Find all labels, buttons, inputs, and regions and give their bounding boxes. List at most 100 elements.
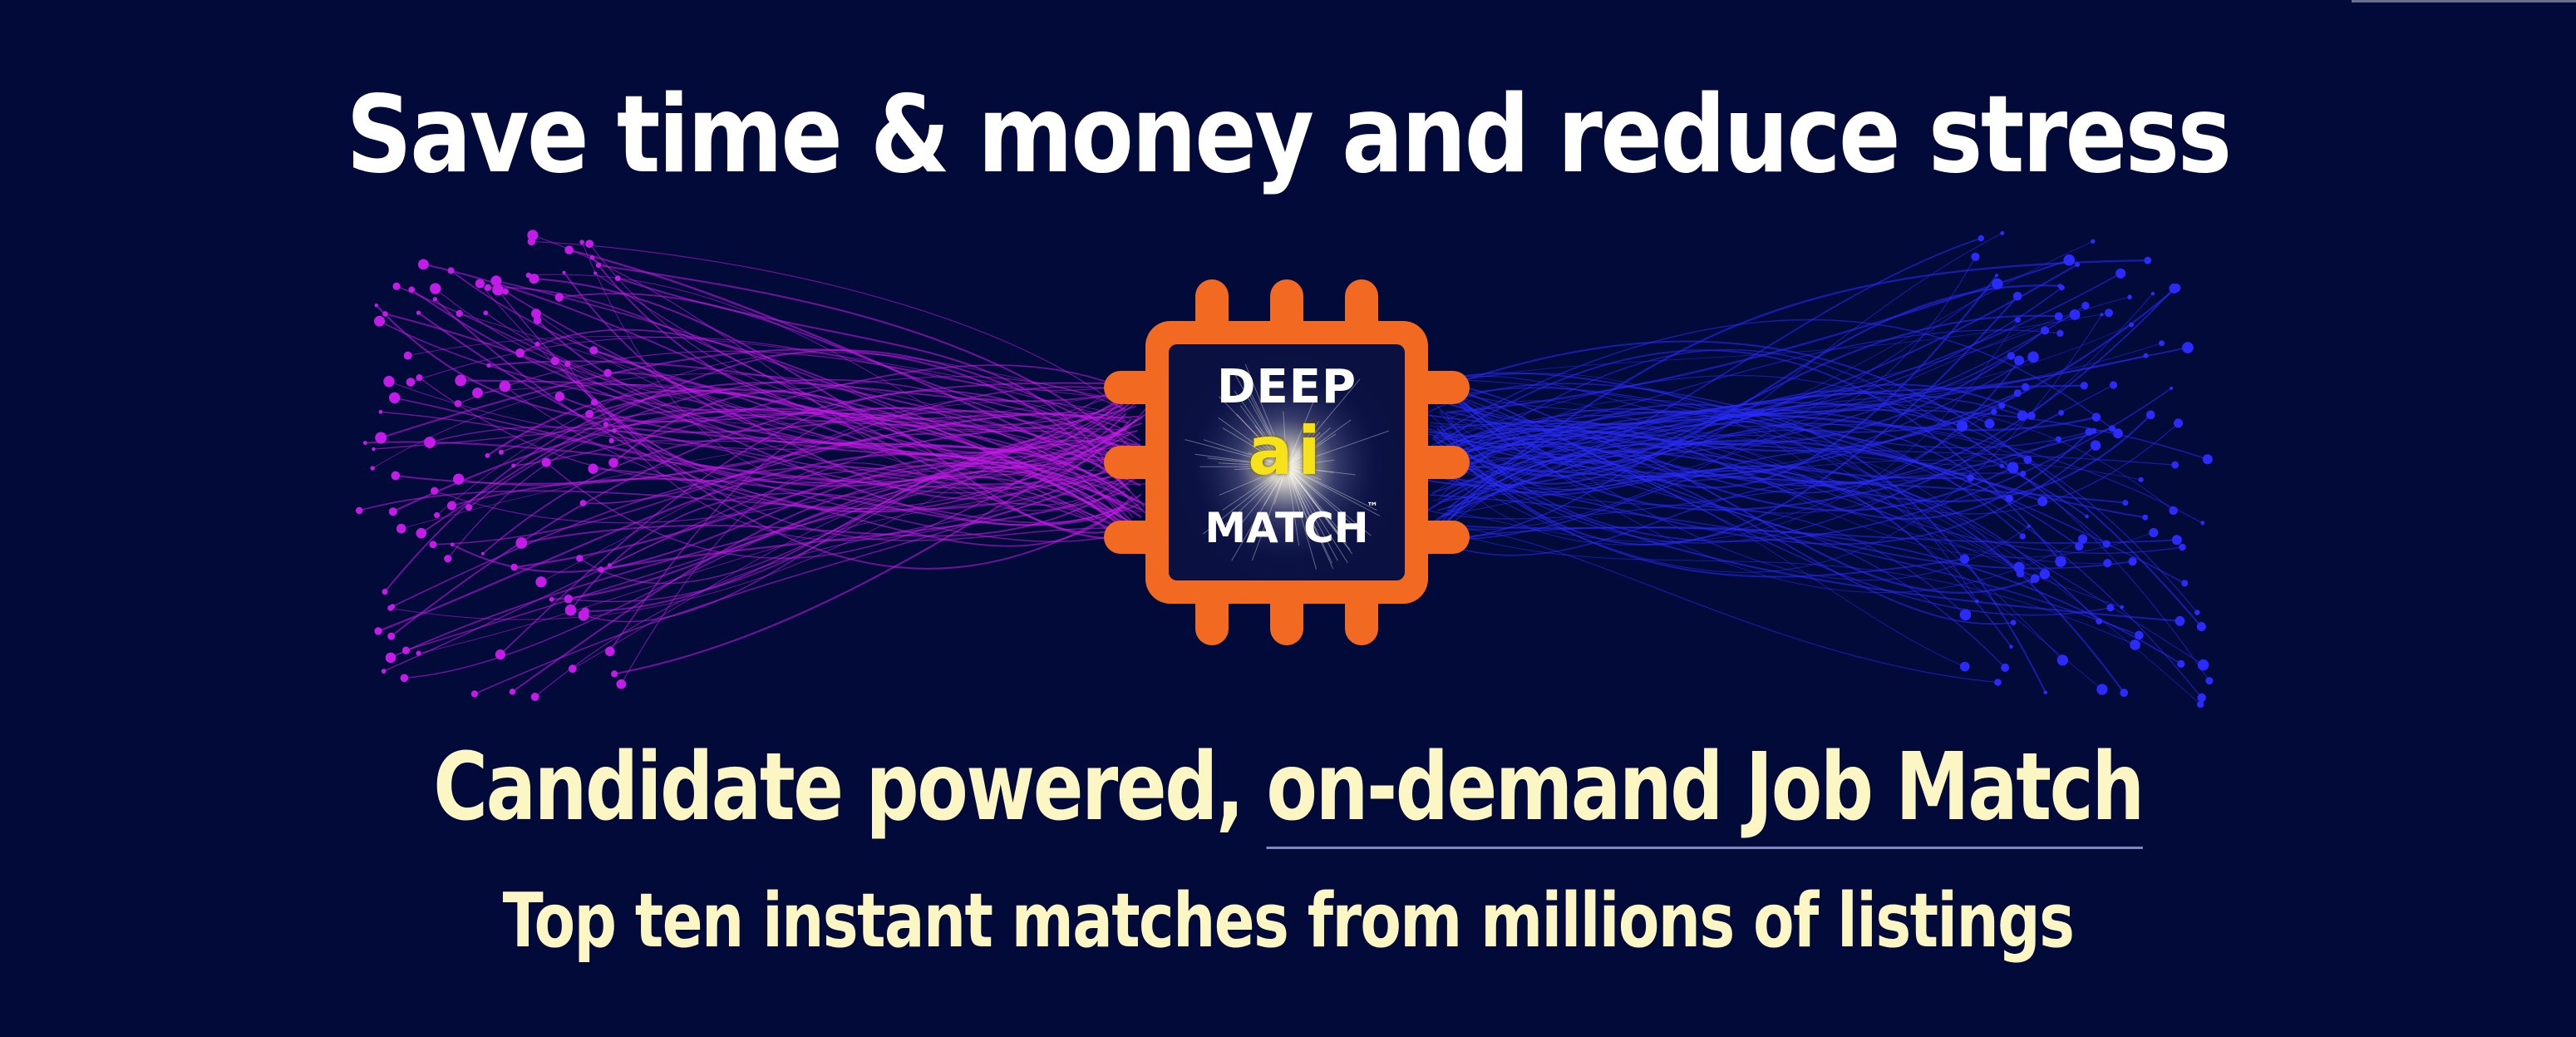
right-fiber-strand — [1431, 374, 2210, 681]
left-fiber-strand — [589, 243, 1134, 518]
right-fiber-dot — [2096, 684, 2108, 695]
left-fiber-dot — [465, 504, 473, 511]
right-fiber-dot — [2115, 268, 2126, 279]
right-fiber-dot — [2001, 663, 2010, 672]
right-fiber-dot — [2014, 355, 2025, 366]
right-fiber-dot — [2197, 693, 2206, 703]
right-fiber-strand — [1426, 393, 2028, 461]
corner-divider — [2352, 0, 2576, 2]
left-fiber-dot — [382, 588, 388, 595]
right-fiber-dot — [2174, 418, 2184, 428]
left-fiber-strand — [432, 386, 1142, 546]
left-fiber-dot — [416, 650, 421, 656]
deep-ai-match-logo[interactable]: DEEP ai MATCH ™ — [1104, 279, 1470, 645]
left-fiber-strand — [485, 312, 1123, 518]
glow-ray — [1286, 398, 1316, 467]
left-fiber-strand — [605, 410, 1142, 470]
right-fiber-strand — [1441, 439, 2043, 518]
glow-ray — [1286, 466, 1322, 481]
left-fiber-dot — [579, 239, 584, 244]
left-fiber-strand — [608, 372, 1127, 469]
right-fiber-strand — [1444, 434, 1971, 480]
right-fiber-strand — [1439, 526, 2177, 544]
right-fiber-dot — [2019, 470, 2027, 477]
left-fiber-strand — [521, 473, 1142, 544]
trademark-symbol: ™ — [1367, 501, 1378, 514]
right-fiber-dot — [2019, 533, 2026, 540]
left-fiber-strand — [559, 395, 1128, 497]
right-fiber-dot — [1999, 463, 2005, 468]
right-fiber-dot — [2194, 610, 2200, 615]
left-fiber-dot — [396, 523, 406, 534]
right-fiber-dot — [2144, 256, 2152, 264]
glow-ray — [1286, 466, 1300, 546]
right-fiber-strand — [1442, 386, 2027, 546]
right-fiber-dot — [2113, 428, 2123, 439]
glow-ray — [1251, 466, 1288, 560]
left-fiber-dot — [372, 447, 376, 452]
left-fiber-dot — [499, 380, 511, 393]
right-fiber-dot — [2197, 700, 2204, 709]
left-fiber-strand — [568, 436, 1123, 603]
right-fiber-strand — [1441, 378, 2010, 500]
tagline: Candidate powered, on-demand Job Match — [258, 732, 2318, 849]
job-match-link[interactable]: on-demand Job Match — [1266, 733, 2145, 849]
glow-ray — [1239, 405, 1288, 467]
glow-ray — [1234, 391, 1288, 467]
left-fiber-dot — [590, 398, 598, 406]
left-fiber-dot — [527, 230, 539, 241]
subline: Top ten instant matches from millions of… — [502, 877, 2075, 965]
right-fiber-dot — [1974, 599, 1979, 604]
right-fiber-strand — [1426, 264, 2078, 441]
glow-ray — [1286, 466, 1346, 538]
left-fiber-dot — [541, 457, 551, 467]
right-fiber-dot — [2205, 677, 2214, 685]
glow-ray — [1286, 466, 1338, 561]
logo-word-ai: ai — [1248, 412, 1326, 490]
left-fiber-dot — [607, 563, 612, 568]
right-fiber-dot — [2127, 294, 2132, 300]
right-fiber-dot — [2027, 524, 2031, 528]
right-fiber-dot — [2016, 569, 2025, 578]
left-fiber-dot — [576, 555, 584, 562]
right-fiber-dot — [2063, 254, 2076, 266]
left-fiber-dot — [429, 541, 437, 549]
left-fiber-dot — [585, 239, 594, 249]
right-fiber-dot — [2056, 329, 2064, 337]
right-fiber-strand — [1432, 386, 2030, 581]
right-fiber-dot — [2037, 496, 2048, 506]
left-fiber-dot — [431, 486, 439, 496]
right-fiber-dot — [1994, 679, 2002, 686]
right-fiber-dot — [2106, 604, 2115, 612]
left-fiber-dot — [594, 271, 598, 275]
left-fiber-dot — [385, 652, 396, 664]
left-fiber-dot — [454, 399, 462, 407]
glow-ray — [1219, 396, 1288, 467]
right-fiber-dot — [2169, 284, 2180, 294]
right-fiber-dot — [2009, 644, 2013, 649]
left-fiber-dot — [589, 254, 595, 260]
right-fiber-strand — [1450, 400, 2154, 558]
left-fiber-dot — [490, 275, 502, 287]
left-fiber-dots — [355, 230, 627, 701]
left-fiber-dot — [502, 288, 509, 295]
left-fiber-strand — [375, 304, 1129, 465]
left-fiber-dot — [495, 649, 505, 660]
right-fiber-dot — [2142, 514, 2149, 521]
glow-ray — [1222, 427, 1288, 467]
right-fiber-dot — [2010, 620, 2017, 626]
right-fiber-dot — [1956, 420, 1968, 432]
left-fiber-dot — [355, 506, 363, 515]
glow-ray — [1222, 466, 1288, 511]
right-fiber-strand — [1436, 349, 2061, 562]
left-fiber-dot — [450, 542, 455, 547]
left-fiber-dot — [604, 646, 615, 657]
left-fiber-dot — [603, 421, 609, 427]
left-fiber-strand — [435, 288, 1125, 410]
left-fiber-dot — [608, 437, 614, 444]
right-fiber-dot — [2075, 541, 2084, 551]
right-fiber-dot — [2159, 340, 2165, 347]
left-fiber-dot — [374, 627, 382, 635]
right-fiber-dot — [1967, 474, 1974, 481]
left-fiber-dot — [424, 437, 436, 448]
